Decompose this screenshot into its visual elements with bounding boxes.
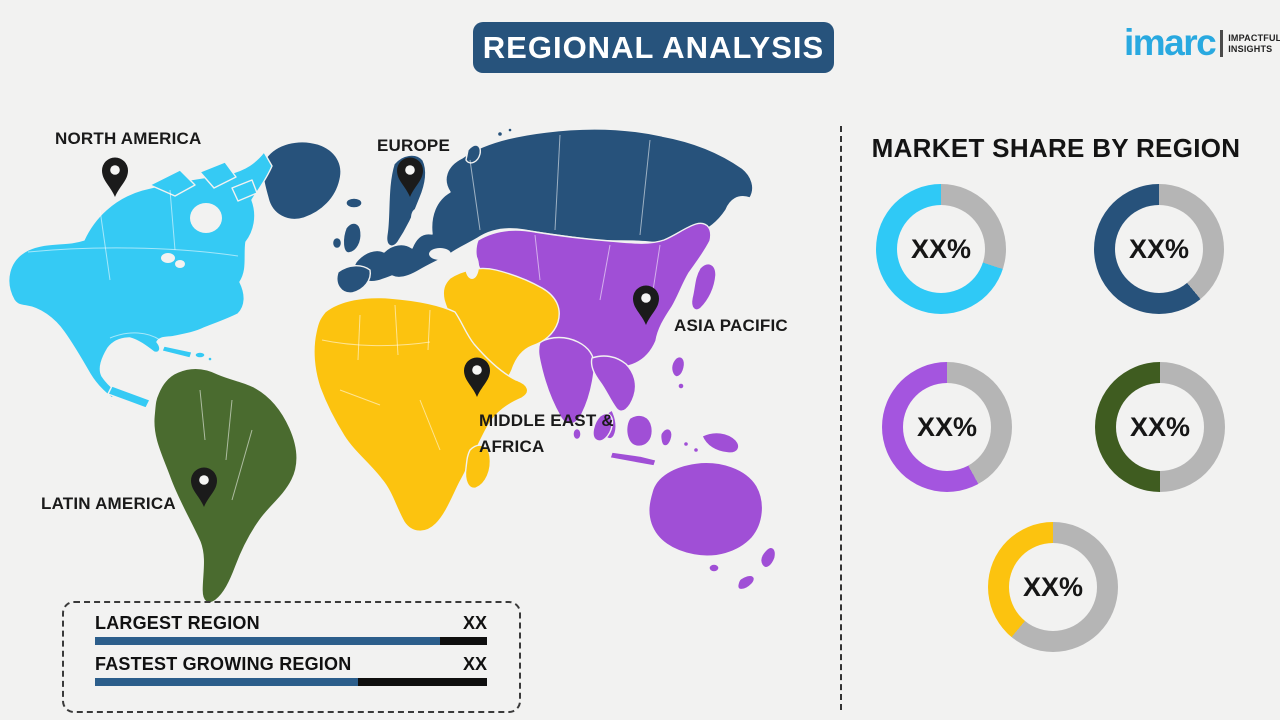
stat-value: XX: [462, 613, 487, 633]
region-europe: [262, 127, 754, 294]
country-borders: [27, 134, 661, 501]
donut-hole: XX%: [1116, 383, 1204, 471]
donut-hole: XX%: [897, 205, 985, 293]
donut-value: XX%: [1129, 411, 1191, 442]
market-share-heading: MARKET SHARE BY REGION: [871, 133, 1241, 163]
stat-bar-fill: [95, 678, 358, 686]
region-stats-box: LARGEST REGION XX FASTEST GROWING REGION…: [62, 601, 521, 713]
donut-value: XX%: [1022, 571, 1084, 602]
label-middle-east-line2: AFRICA: [479, 437, 545, 456]
page-title: REGIONAL ANALYSIS: [473, 22, 834, 73]
region-middle-east-africa: [313, 267, 560, 532]
stat-label: FASTEST GROWING REGION: [95, 654, 352, 674]
map-pin-north-america: [102, 157, 128, 197]
donut-hole: XX%: [1009, 543, 1097, 631]
logo-divider: [1220, 30, 1224, 58]
donut-chart-europe: XX%: [1094, 184, 1224, 314]
world-map: [8, 127, 777, 604]
region-latin-america: [153, 367, 298, 604]
sea-cutouts: [161, 203, 479, 279]
map-pin-middle-east-africa: [464, 357, 490, 397]
donut-chart-middle-east-africa: XX%: [988, 522, 1118, 652]
map-pin-asia-pacific: [633, 285, 659, 325]
section-divider: [840, 126, 842, 710]
label-europe: EUROPE: [377, 136, 450, 155]
stat-bar-track: [95, 637, 487, 645]
donut-value: XX%: [1128, 233, 1190, 264]
label-north-america: NORTH AMERICA: [55, 129, 202, 148]
stat-label: LARGEST REGION: [95, 613, 260, 633]
stat-bar-fill: [95, 637, 440, 645]
donut-hole: XX%: [903, 383, 991, 471]
imarc-logo: imarc IMPACTFUL INSIGHTS: [1124, 22, 1280, 63]
donut-value: XX%: [916, 411, 978, 442]
donut-chart-asia-pacific: XX%: [882, 362, 1012, 492]
donut-value: XX%: [910, 233, 972, 264]
label-middle-east-line1: MIDDLE EAST &: [479, 411, 614, 430]
label-latin-america: LATIN AMERICA: [41, 494, 176, 513]
imarc-logo-text: imarc: [1124, 22, 1217, 63]
stat-row-largest-region: LARGEST REGION XX: [95, 613, 487, 645]
map-pin-latin-america: [191, 467, 217, 507]
label-middle-east-africa: MIDDLE EAST & AFRICA: [479, 408, 614, 460]
label-asia-pacific: ASIA PACIFIC: [674, 316, 788, 335]
stat-bar-track: [95, 678, 487, 686]
logo-tagline-line2: INSIGHTS: [1228, 44, 1273, 55]
stat-row-fastest-growing-region: FASTEST GROWING REGION XX: [95, 654, 487, 686]
donut-chart-north-america: XX%: [876, 184, 1006, 314]
logo-tagline: IMPACTFUL INSIGHTS: [1228, 33, 1280, 55]
stat-value: XX: [462, 654, 487, 674]
logo-tagline-line1: IMPACTFUL: [1228, 33, 1280, 44]
map-pin-europe: [397, 157, 423, 197]
region-north-america: [8, 151, 273, 409]
donut-hole: XX%: [1115, 205, 1203, 293]
donut-chart-latin-america: XX%: [1095, 362, 1225, 492]
